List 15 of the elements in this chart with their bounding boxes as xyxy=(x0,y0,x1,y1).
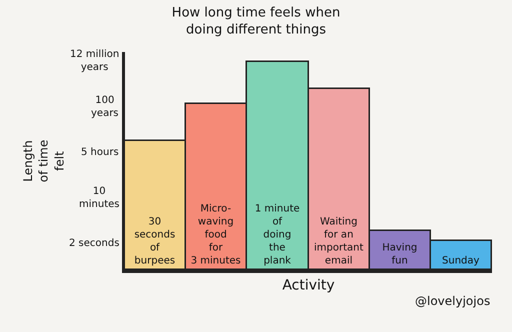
x-tick-label: Micro- waving food for 3 minutes xyxy=(190,203,241,266)
x-tick-label: 1 minute of doing the plank xyxy=(254,203,300,266)
text: @lovelyjojos xyxy=(415,294,490,308)
chart-title: How long time feels when doing different things xyxy=(172,6,340,38)
x-tick-label: 30 seconds of burpees xyxy=(134,216,176,266)
x-axis-title: Activity xyxy=(282,277,335,294)
y-axis-title: Length of time felt xyxy=(21,140,66,182)
x-tick-label: Sunday xyxy=(442,255,480,266)
text: 2 seconds xyxy=(69,238,120,249)
text: 10 minutes xyxy=(79,186,120,210)
x-tick-label: Waiting for an important email xyxy=(314,216,364,266)
text: 100 years xyxy=(91,95,119,119)
x-tick-label: Having fun xyxy=(382,242,418,266)
text: 12 million years xyxy=(70,49,120,73)
text: 5 hours xyxy=(81,147,119,158)
